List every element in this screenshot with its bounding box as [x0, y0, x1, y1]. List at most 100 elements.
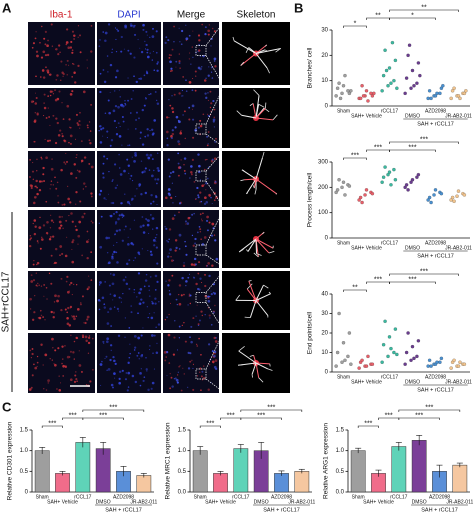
cell-dot — [214, 140, 217, 143]
cell-dot — [211, 203, 213, 205]
cell-dot — [127, 243, 130, 246]
cell-dot — [117, 217, 120, 221]
data-point — [418, 73, 422, 78]
cell-dot — [66, 73, 69, 76]
cell-dot — [44, 353, 48, 357]
cell-dot — [213, 116, 216, 119]
cell-dot — [107, 71, 109, 73]
cell-dot — [107, 368, 111, 371]
branch — [255, 53, 268, 69]
cell-dot — [60, 168, 63, 172]
cell-dot — [46, 44, 49, 48]
cell-dot — [150, 387, 153, 390]
cell-dot — [168, 290, 171, 292]
cell-dot — [204, 158, 207, 161]
cell-dot — [61, 216, 63, 218]
data-point — [337, 81, 341, 85]
cell-dot — [168, 117, 170, 119]
branch — [241, 169, 257, 180]
sig-label: *** — [425, 404, 433, 411]
zoom-line — [205, 254, 223, 267]
cell-dot — [213, 336, 216, 340]
cell-dot — [33, 260, 35, 262]
branch — [246, 178, 257, 195]
cell-dot — [98, 284, 101, 286]
cell-dot — [57, 134, 61, 137]
cell-dot — [39, 41, 41, 44]
cell-dot — [201, 220, 203, 222]
cell-dot — [103, 197, 106, 200]
cell-dot — [103, 306, 107, 309]
cell-dot — [36, 54, 39, 58]
cell-dot — [137, 352, 140, 354]
cell-dot — [32, 201, 36, 205]
cell-dot — [148, 312, 151, 315]
cell-dot — [151, 300, 153, 303]
cell-dot — [154, 289, 157, 291]
cell-dot — [150, 214, 152, 216]
branch — [275, 48, 281, 53]
x-tick-label: Sham — [352, 494, 365, 500]
cell-dot — [49, 139, 51, 142]
micrograph — [28, 88, 95, 148]
cell-dot — [154, 236, 157, 239]
cell-dot — [75, 191, 78, 194]
bar — [411, 440, 427, 493]
cell-dot — [191, 213, 194, 216]
cell-dot — [150, 316, 154, 320]
cell-dot — [104, 39, 107, 42]
cell-dot — [155, 326, 157, 329]
y-tick-label: 20 — [321, 331, 328, 337]
sig-label: *** — [48, 420, 56, 427]
cell-dot — [114, 221, 118, 224]
cell-dot — [208, 235, 210, 237]
cell-dot — [182, 76, 184, 78]
bar — [213, 473, 228, 493]
x-tick-label: Sham — [194, 494, 207, 500]
cell-dot — [127, 386, 130, 388]
y-tick-label: 10 — [321, 78, 328, 84]
cell-dot — [139, 77, 143, 80]
x-tick-label: rCCL17 — [381, 374, 398, 380]
cell-dot — [130, 305, 133, 307]
cell-dot — [69, 201, 72, 204]
cell-dot — [196, 304, 198, 306]
cell-dot — [41, 69, 45, 72]
cell-dot — [58, 226, 62, 230]
data-point — [343, 358, 347, 362]
cell-dot — [39, 216, 41, 219]
data-point — [410, 68, 415, 73]
cell-dot — [69, 378, 73, 382]
cell-dot — [77, 243, 79, 245]
cell-dot — [196, 375, 199, 377]
cell-dot — [199, 277, 202, 280]
cell-dot — [71, 90, 74, 93]
cell-dot — [87, 336, 91, 339]
cell-dot — [49, 124, 51, 126]
cell-dot — [148, 289, 151, 292]
data-point — [349, 362, 353, 366]
cell-dot — [71, 240, 74, 244]
cell-dot — [117, 122, 120, 125]
cell-dot — [36, 192, 39, 196]
cell-dot — [51, 158, 53, 160]
cell-dot — [49, 227, 52, 229]
data-point — [343, 193, 347, 197]
cell-dot — [172, 353, 176, 356]
cell-dot — [178, 211, 180, 214]
cell-dot — [146, 306, 149, 308]
cell-dot — [31, 352, 34, 356]
cell-dot — [127, 371, 131, 375]
cell-dot — [127, 99, 129, 102]
cell-dot — [171, 95, 173, 97]
cell-dot — [131, 197, 134, 201]
data-point — [392, 167, 396, 172]
cell-dot — [164, 319, 167, 321]
cell-dot — [125, 276, 127, 278]
cell-dot — [178, 293, 180, 296]
branch — [246, 192, 248, 195]
cell-dot — [192, 78, 194, 80]
cell-dot — [214, 359, 218, 362]
row-label: Sham — [17, 43, 26, 64]
zoom-line — [205, 89, 223, 125]
